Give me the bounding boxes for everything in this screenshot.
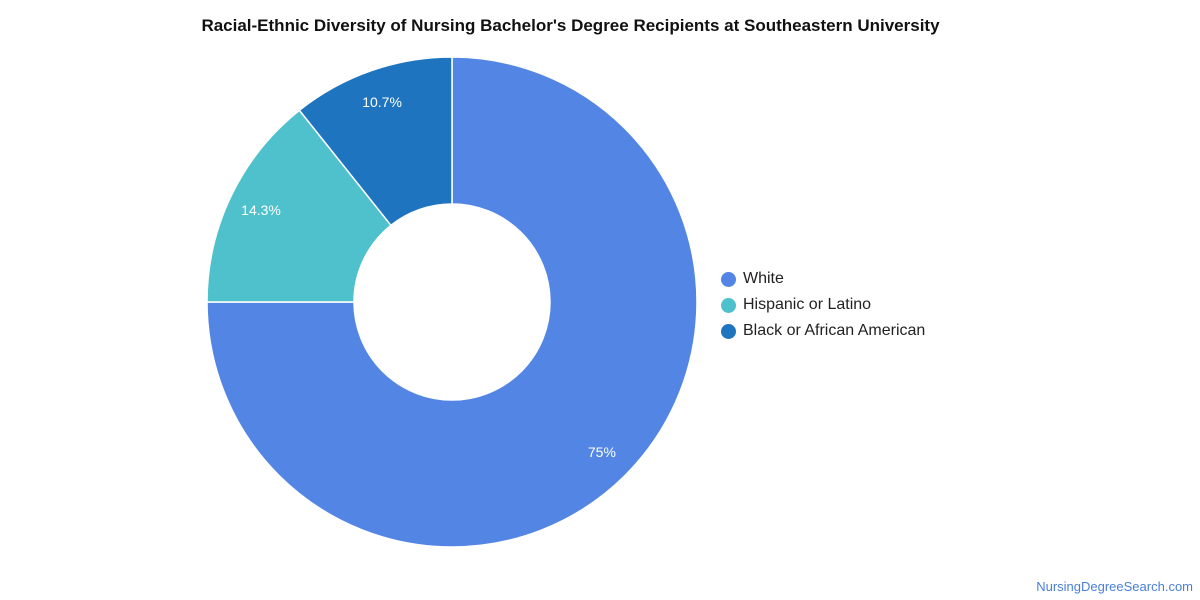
legend-item-white[interactable]: White [721, 266, 925, 292]
slice-black-or-african-american[interactable] [298, 56, 453, 227]
chart-title: Racial-Ethnic Diversity of Nursing Bache… [201, 16, 940, 35]
legend-swatch-icon [721, 297, 736, 313]
legend-item-hispanic-or-latino[interactable]: Hispanic or Latino [721, 292, 925, 318]
legend-item-black-or-african-american[interactable]: Black or African American [721, 318, 925, 344]
legend-label: Black or African American [743, 322, 926, 339]
source-credit-link[interactable]: NursingDegreeSearch.com [1036, 579, 1193, 594]
legend: White Hispanic or Latino Black or African … [721, 266, 925, 344]
slice-label-black-or-african-american: 10.7% [362, 94, 402, 110]
slice-label-white: 75% [588, 444, 616, 460]
slice-labels-group: 75% 14.3% 10.7% [241, 94, 616, 460]
legend-label: Hispanic or Latino [743, 296, 872, 313]
slice-white[interactable] [206, 56, 698, 548]
legend-swatch-icon [721, 323, 736, 339]
legend-swatch-icon [721, 271, 736, 287]
slices-group [206, 56, 698, 548]
slice-label-hispanic-or-latino: 14.3% [241, 202, 281, 218]
legend-label: White [743, 270, 784, 287]
slice-hispanic-or-latino[interactable] [206, 109, 393, 303]
